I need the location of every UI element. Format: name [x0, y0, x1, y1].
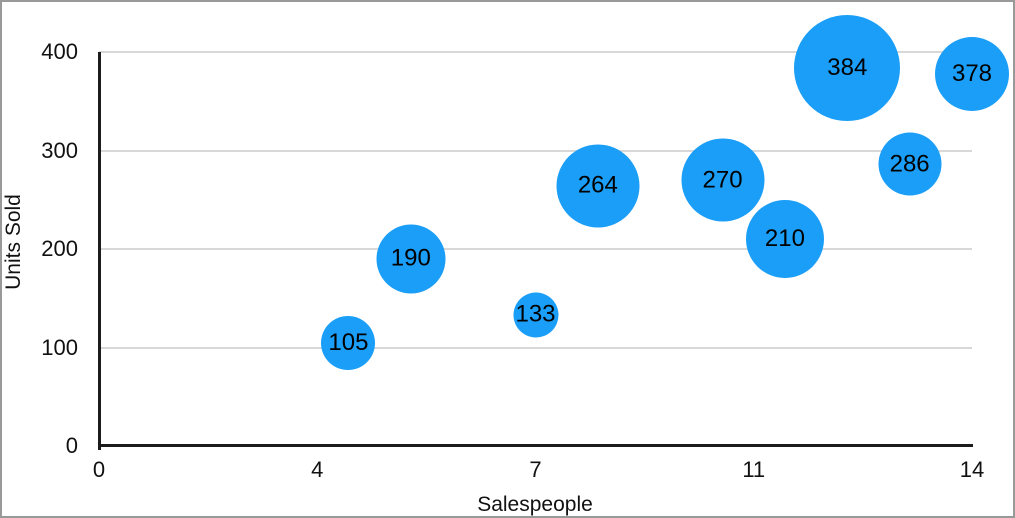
gridline-y-200 — [99, 248, 972, 250]
bubble-value-label: 286 — [889, 150, 930, 178]
gridline-y-100 — [99, 346, 972, 349]
y-tick-label-100: 100 — [41, 334, 78, 360]
x-tick-label-14: 14 — [959, 457, 985, 482]
x-tick-label-11: 11 — [742, 457, 766, 482]
bubble-value-label: 378 — [951, 59, 993, 87]
bubble-value-label: 384 — [827, 53, 868, 81]
y-tick-label-400: 400 — [41, 39, 78, 64]
bubble-270[interactable]: 270 — [681, 138, 765, 222]
bubble-105[interactable]: 105 — [321, 315, 376, 370]
x-tick-label-7: 7 — [529, 457, 542, 482]
x-axis-line — [98, 444, 973, 447]
bubble-190[interactable]: 190 — [376, 224, 446, 294]
bubble-value-label: 105 — [328, 328, 369, 356]
bubble-value-label: 190 — [390, 244, 431, 272]
gridline-y-400 — [99, 51, 972, 53]
gridline-y-300 — [99, 149, 972, 152]
bubble-value-label: 133 — [515, 300, 556, 328]
x-axis-title: Salespeople — [477, 493, 593, 516]
y-tick-label-0: 0 — [65, 433, 78, 458]
bubble-264[interactable]: 264 — [556, 144, 640, 228]
bubble-value-label: 210 — [764, 225, 805, 253]
bubble-210[interactable]: 210 — [745, 200, 824, 279]
bubble-384[interactable]: 384 — [794, 14, 901, 121]
plot-area: 105 190 133 264 270 210 384 286 378 — [98, 14, 1009, 450]
bubble-value-label: 270 — [702, 166, 743, 194]
bubble-286[interactable]: 286 — [878, 132, 942, 196]
x-tick-label-4: 4 — [311, 457, 324, 482]
bubble-value-label: 264 — [577, 171, 618, 199]
bubble-378[interactable]: 378 — [935, 36, 1009, 111]
bubble-133[interactable]: 133 — [513, 292, 558, 338]
y-tick-label-200: 200 — [41, 236, 78, 261]
y-axis-line — [98, 52, 101, 450]
x-tick-label-0: 0 — [92, 457, 106, 482]
y-tick-label-300: 300 — [41, 137, 78, 163]
